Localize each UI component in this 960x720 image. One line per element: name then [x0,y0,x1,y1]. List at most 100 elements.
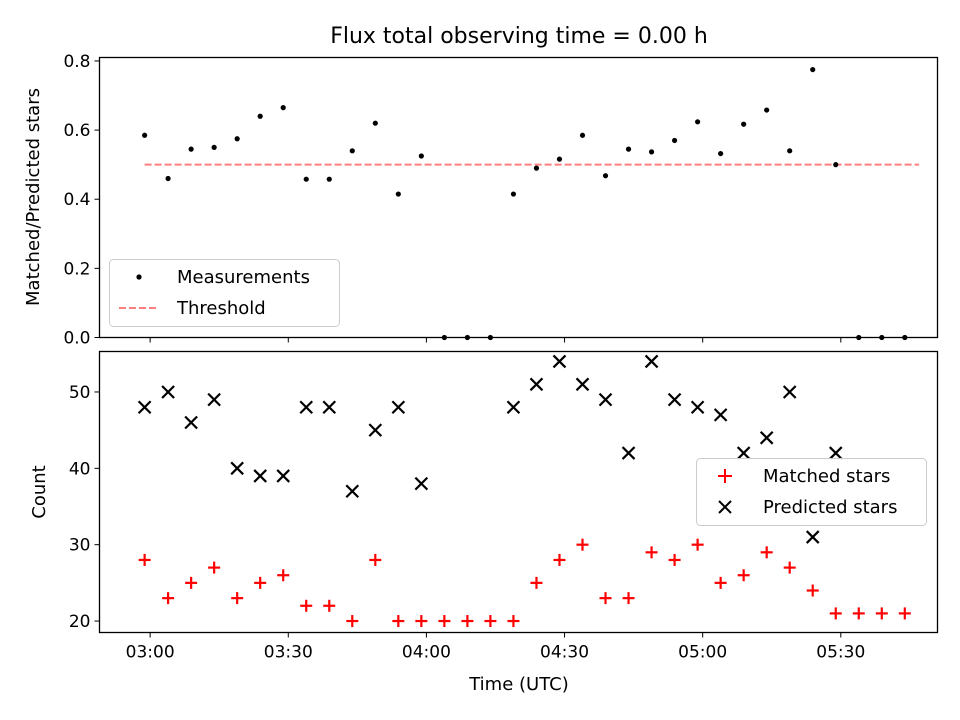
matched-star-point [760,546,773,559]
predicted-star-point [828,446,843,460]
matched-star-point [231,592,244,605]
bottom-y-tick-label: 50 [69,383,91,403]
matched-star-point [254,576,267,589]
x-tick-label: 05:30 [816,643,865,663]
predicted-star-point [759,431,774,445]
measurement-point [625,146,632,152]
predicted-star-point [414,476,429,491]
matched-star-point [898,607,911,620]
predicted-star-point [137,400,152,415]
matched-star-point [622,592,635,605]
matched-star-point [185,576,198,589]
matched-star-point [300,599,313,612]
measurement-point [556,156,563,162]
matched-star-point [875,607,888,620]
predicted-star-point [506,400,521,415]
matched-star-point [277,569,290,582]
matched-star-point [668,553,681,566]
x-tick-label: 04:00 [402,643,451,663]
predicted-star-point [552,354,567,369]
matched-star-point [138,553,151,566]
matched-star-point [806,584,819,597]
measurement-point [349,148,355,154]
matched-star-point [162,592,175,605]
measurement-point [234,136,240,142]
measurement-point [741,121,747,127]
predicted-star-point [598,392,613,407]
matched-star-point [392,615,405,628]
predicted-star-point [161,385,175,399]
matched-star-point [369,553,382,566]
legend-marker-measurements [136,274,142,280]
predicted-star-point [207,392,221,407]
x-axis-label: Time (UTC) [468,674,569,695]
measurement-point [510,191,517,197]
matched-star-point [415,615,428,628]
predicted-star-point [644,354,659,369]
matched-star-point [737,569,750,582]
x-tick-label: 05:00 [678,643,727,663]
bottom-y-tick-label: 20 [69,612,91,632]
measurement-point [418,153,424,159]
matched-star-point [438,615,451,628]
measurement-point [764,107,770,113]
matched-star-point [576,538,589,551]
predicted-star-point [253,469,267,483]
bottom-legend: Matched stars Predicted stars [696,458,927,526]
measurement-point [579,132,586,138]
measurement-point [695,119,701,125]
matched-star-point [346,615,359,628]
predicted-star-point [184,415,198,430]
predicted-star-point [667,392,682,407]
matched-star-point [507,615,520,628]
predicted-star-point [736,446,751,460]
predicted-star-point [782,385,797,399]
measurement-point [303,176,309,182]
top-y-tick-label: 0.2 [63,259,90,279]
predicted-star-point [322,400,337,415]
predicted-star-point [391,400,406,415]
measurement-point [326,176,332,182]
x-tick-label: 03:30 [264,643,313,663]
top-y-tick-label: 0.0 [63,329,90,349]
matched-star-point [829,607,842,620]
matched-star-point [208,561,221,574]
predicted-star-point [276,469,290,483]
bottom-plot-area: 20 30 40 50 03:00 03:30 04:00 04:30 05:00 05:30 [69,354,911,663]
measurement-point [372,120,378,126]
predicted-star-point [713,408,728,422]
predicted-star-point [345,484,360,499]
measurement-point [810,66,816,73]
measurement-point [671,137,678,144]
measurement-point [165,175,171,182]
measurement-point [257,113,263,119]
measurement-point [648,149,655,155]
matched-star-point [553,553,566,566]
measurement-point [188,146,194,152]
predicted-star-point [805,530,820,544]
matched-star-point [691,538,704,551]
matched-star-point [714,576,727,589]
measurement-point [533,165,540,171]
legend-label-matched: Matched stars [763,466,890,487]
bottom-y-axis-label: Count [29,465,50,518]
measurement-point [718,150,724,157]
top-y-tick-label: 0.8 [63,52,90,72]
measurement-point [833,162,839,168]
predicted-star-point [368,423,383,437]
predicted-star-point [621,446,636,460]
bottom-y-tick-label: 30 [69,536,91,556]
measurement-point [395,191,401,197]
legend-label-measurements: Measurements [177,267,310,288]
top-axes-frame [98,56,939,339]
measurement-point [142,132,148,138]
matched-star-point [783,561,796,574]
measurement-point [211,144,217,150]
predicted-star-point [230,461,244,476]
legend-marker-predicted [718,500,732,514]
measurement-point [787,148,793,154]
matched-star-point [852,607,865,620]
top-y-tick-label: 0.6 [63,121,90,141]
predicted-star-point [299,400,314,415]
